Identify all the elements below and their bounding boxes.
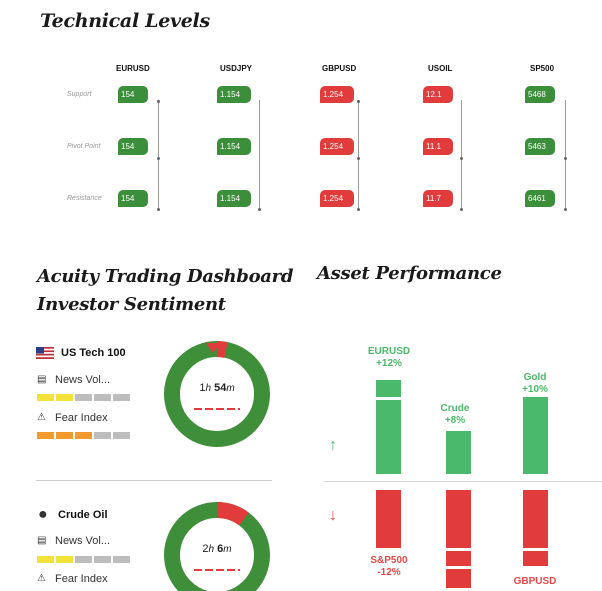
level-connector-eurusd (158, 100, 159, 210)
asset-name: EURUSD (367, 346, 411, 357)
level-dot (460, 208, 463, 211)
asset-name: S&P500 (370, 555, 408, 566)
level-dot (357, 100, 360, 103)
asset-performance-title: Asset Performance (317, 263, 502, 284)
asset-name-us-tech-100[interactable]: US Tech 100 (61, 347, 126, 359)
performance-bar-down-middle[interactable] (446, 490, 471, 548)
hours-value: 1 (199, 382, 206, 394)
sentiment-gauge-us-tech-100 (164, 341, 270, 447)
level-dot (357, 157, 360, 160)
level-connector-usoil (461, 100, 462, 210)
column-header-eurusd: EURUSD (116, 64, 150, 73)
level-connector-usdjpy (259, 100, 260, 210)
asset-label-gold: Gold +10% (505, 372, 565, 396)
level-gbpusd-resistance[interactable]: 1.254 (320, 190, 354, 207)
performance-bar-sp500[interactable] (376, 490, 401, 548)
level-connector-sp500 (565, 100, 566, 210)
time-remaining-crude-oil: 2h 6m (187, 543, 247, 555)
column-header-usdjpy: USDJPY (220, 64, 253, 73)
column-header-usoil: USOIL (428, 64, 453, 73)
level-eurusd-support[interactable]: 154 (118, 86, 148, 103)
performance-bar-down-middle-seg2[interactable] (446, 551, 471, 566)
level-dot (258, 208, 261, 211)
level-gbpusd-support[interactable]: 1.254 (320, 86, 354, 103)
column-header-sp500: SP500 (530, 64, 555, 73)
minutes-value: 54 (214, 382, 227, 394)
arrow-down-icon: ↓ (329, 507, 337, 524)
performance-bar-gbpusd[interactable] (523, 490, 548, 548)
time-remaining-us-tech-100: 1h 54m (187, 382, 247, 394)
level-sp500-resistance[interactable]: 6461 (525, 190, 555, 207)
level-usdjpy-support[interactable]: 1.154 (217, 86, 251, 103)
level-dot (564, 157, 567, 160)
row-label-support: Support (67, 91, 92, 98)
asset-name: GBPUSD (513, 576, 557, 587)
fear-index-bars (37, 432, 130, 439)
level-connector-gbpusd (358, 100, 359, 210)
minutes-unit: m (226, 383, 235, 394)
level-dot (564, 208, 567, 211)
asset-name: Gold (523, 372, 547, 383)
performance-divider (324, 481, 602, 482)
row-label-resistance: Resistance (67, 195, 102, 202)
asset-change: +10% (522, 384, 548, 395)
sentiment-gauge-crude-oil (164, 502, 270, 591)
level-sp500-support[interactable]: 5468 (525, 86, 555, 103)
asset-label-crude: Crude +8% (425, 403, 485, 427)
performance-bar-crude[interactable] (446, 431, 471, 474)
level-usoil-support[interactable]: 12.1 (423, 86, 453, 103)
news-volume-label: News Vol... (55, 374, 111, 386)
technical-levels-title: Technical Levels (40, 10, 210, 32)
asset-name-crude-oil[interactable]: Crude Oil (58, 509, 108, 521)
row-label-pivot-point: Pivot Point (67, 143, 101, 150)
level-usoil-pivot[interactable]: 11.1 (423, 138, 453, 155)
hours-unit: h (205, 383, 212, 394)
level-eurusd-pivot[interactable]: 154 (118, 138, 148, 155)
fear-index-label: Fear Index (55, 573, 108, 585)
news-icon: ▤ (37, 374, 47, 385)
news-volume-label: News Vol... (55, 535, 111, 547)
level-dot (157, 100, 160, 103)
performance-bar-gbpusd-seg2[interactable] (523, 551, 548, 566)
asset-change: +8% (444, 415, 466, 426)
arrow-up-icon: ↑ (329, 437, 337, 454)
news-volume-bars (37, 556, 130, 563)
level-dot (357, 208, 360, 211)
asset-name: Crude (440, 403, 470, 414)
level-gbpusd-pivot[interactable]: 1.254 (320, 138, 354, 155)
sentiment-title: Acuity Trading Dashboard Investor Sentim… (37, 263, 293, 319)
warning-icon: ⚠ (37, 412, 46, 423)
level-dot (460, 157, 463, 160)
sentiment-divider (36, 480, 272, 481)
level-usdjpy-pivot[interactable]: 1.154 (217, 138, 251, 155)
performance-bar-eurusd[interactable] (376, 400, 401, 474)
column-header-gbpusd: GBPUSD (322, 64, 357, 73)
performance-bar-down-middle-seg3[interactable] (446, 569, 471, 588)
performance-bar-gold[interactable] (523, 397, 548, 474)
warning-icon: ⚠ (37, 573, 46, 584)
sentiment-title-line1: Acuity Trading Dashboard (37, 266, 294, 287)
oil-drop-icon: ● (38, 506, 48, 523)
asset-change: -12% (377, 567, 401, 578)
minutes-unit: m (223, 544, 232, 555)
level-sp500-pivot[interactable]: 5463 (525, 138, 555, 155)
asset-label-sp500: S&P500 -12% (359, 555, 419, 579)
performance-bar-eurusd-cap[interactable] (376, 380, 401, 397)
minutes-value: 6 (217, 543, 224, 555)
asset-change: +12% (376, 358, 402, 369)
news-volume-bars (37, 394, 130, 401)
asset-label-gbpusd: GBPUSD (505, 576, 565, 588)
level-eurusd-resistance[interactable]: 154 (118, 190, 148, 207)
level-usoil-resistance[interactable]: 11.7 (423, 190, 453, 207)
fear-index-label: Fear Index (55, 412, 108, 424)
hours-value: 2 (202, 543, 209, 555)
hours-unit: h (208, 544, 215, 555)
level-usdjpy-resistance[interactable]: 1.154 (217, 190, 251, 207)
level-dot (157, 157, 160, 160)
us-flag-icon (36, 347, 54, 359)
news-icon: ▤ (37, 535, 47, 546)
level-dot (157, 208, 160, 211)
asset-label-eurusd: EURUSD +12% (359, 346, 419, 370)
sentiment-title-line2: Investor Sentiment (37, 294, 226, 315)
